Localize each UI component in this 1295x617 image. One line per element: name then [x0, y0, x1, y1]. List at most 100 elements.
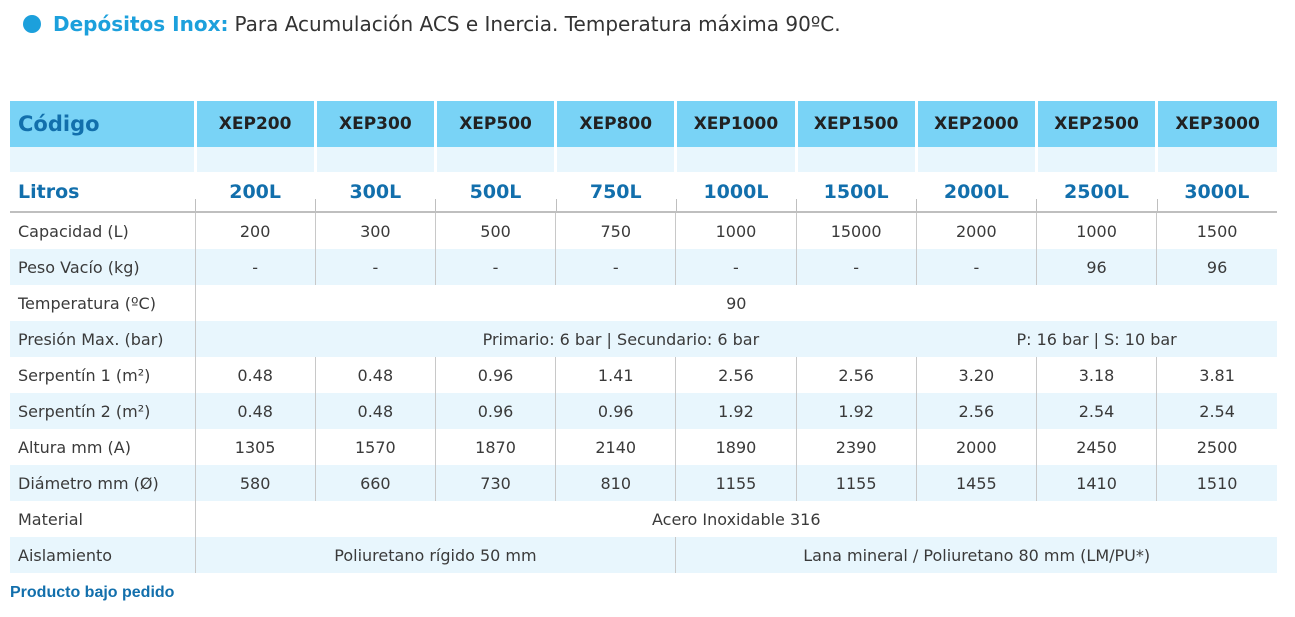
spacer-cell: [555, 147, 678, 172]
serpentin2-row: Serpentín 2 (m²) 0.48 0.48 0.96 0.96 1.9…: [10, 393, 1277, 429]
spacer-cell: [916, 147, 1038, 172]
value-cell: 200: [194, 212, 316, 249]
value-cell: 1410: [1035, 465, 1157, 501]
value-cell: 1000: [1035, 212, 1157, 249]
value-cell: 2390: [795, 429, 917, 465]
value-cell: 3.18: [1035, 357, 1157, 393]
spacer-cell: [435, 147, 558, 172]
spacer-cell: [195, 147, 317, 172]
row-label: Temperatura (ºC): [18, 293, 156, 313]
value-cell: -: [675, 249, 797, 285]
merged-value-cell: Lana mineral / Poliuretano 80 mm (LM/PU*…: [675, 537, 1277, 573]
spacer-cell: [675, 147, 798, 172]
litros-row: Litros 200L 300L 500L 750L 1000L 1500L 2…: [10, 172, 1277, 213]
value-cell: 3.81: [1156, 357, 1277, 393]
specs-table: Código XEP200 XEP300 XEP500 XEP800 XEP10…: [10, 101, 1277, 573]
value-cell: 1510: [1156, 465, 1277, 501]
spacer-cell: [10, 147, 197, 172]
row-label: Capacidad (L): [18, 221, 129, 241]
header-title-strong: Depósitos Inox:: [53, 12, 229, 36]
spacer-cell: [315, 147, 437, 172]
code-cell: XEP500: [435, 101, 558, 147]
value-cell: 0.48: [314, 393, 436, 429]
code-cell: XEP800: [555, 101, 678, 147]
litros-label: Litros: [10, 172, 196, 213]
spacer-cell: [1036, 147, 1159, 172]
litros-cell: 2500L: [1036, 172, 1157, 213]
value-cell: 1890: [675, 429, 797, 465]
value-cell: 810: [555, 465, 676, 501]
code-row: Código XEP200 XEP300 XEP500 XEP800 XEP10…: [10, 101, 1277, 147]
row-label: Material: [18, 509, 83, 529]
row-label: Serpentín 2 (m²): [10, 393, 196, 429]
value-cell: 750: [555, 212, 676, 249]
litros-cell: 1000L: [675, 172, 797, 213]
value-cell: 1000: [675, 212, 797, 249]
value-cell: 580: [194, 465, 316, 501]
value-cell: 1305: [194, 429, 316, 465]
spacer-row: [10, 147, 1277, 172]
aislamiento-row: Aislamiento Poliuretano rígido 50 mm Lan…: [10, 537, 1277, 573]
litros-cell: 3000L: [1156, 172, 1277, 213]
value-cell: -: [915, 249, 1037, 285]
footnote: Producto bajo pedido: [10, 584, 175, 601]
capacidad-row: Capacidad (L) 200 300 500 750 1000 15000…: [10, 212, 1277, 249]
litros-cell: 200L: [195, 172, 316, 213]
value-cell: 2500: [1156, 429, 1277, 465]
row-label: Altura mm (A): [18, 437, 131, 457]
value-cell: -: [314, 249, 436, 285]
value-cell: 2.56: [675, 357, 797, 393]
value-cell: 2450: [1035, 429, 1157, 465]
merged-value-cell: Primario: 6 bar | Secundario: 6 bar: [194, 321, 917, 357]
value-cell: 1.92: [675, 393, 797, 429]
merged-value-cell: Poliuretano rígido 50 mm: [194, 537, 676, 573]
row-label: Serpentín 1 (m²): [18, 365, 151, 385]
bullet-dot-icon: [23, 15, 41, 33]
value-cell: 2.56: [915, 393, 1037, 429]
merged-value-cell: 90: [194, 285, 1277, 321]
row-label: Peso Vacío (kg): [10, 249, 196, 285]
page-header: Depósitos Inox: Para Acumulación ACS e I…: [23, 8, 841, 40]
value-cell: 0.96: [434, 357, 556, 393]
spacer-cell: [796, 147, 918, 172]
value-cell: 2.56: [795, 357, 917, 393]
value-cell: 2.54: [1156, 393, 1277, 429]
code-cell: XEP2000: [916, 101, 1038, 147]
value-cell: 1.92: [795, 393, 917, 429]
diametro-row: Diámetro mm (Ø) 580 660 730 810 1155 115…: [10, 465, 1277, 501]
code-label: Código: [10, 101, 197, 147]
value-cell: 0.96: [555, 393, 676, 429]
value-cell: 1155: [675, 465, 797, 501]
value-cell: 2000: [915, 429, 1037, 465]
value-cell: 1870: [434, 429, 556, 465]
material-row: Material Acero Inoxidable 316: [10, 501, 1277, 537]
value-cell: 1500: [1156, 212, 1277, 249]
peso-row: Peso Vacío (kg) - - - - - - - 96 96: [10, 249, 1277, 285]
value-cell: 0.48: [314, 357, 436, 393]
value-cell: 1455: [915, 465, 1037, 501]
value-cell: -: [194, 249, 316, 285]
value-cell: 3.20: [915, 357, 1037, 393]
row-label: Aislamiento: [10, 537, 196, 573]
litros-cell: 500L: [435, 172, 556, 213]
litros-cell: 300L: [315, 172, 436, 213]
value-cell: 730: [434, 465, 556, 501]
value-cell: 15000: [795, 212, 917, 249]
value-cell: 500: [434, 212, 556, 249]
value-cell: 0.48: [194, 357, 316, 393]
value-cell: 0.48: [194, 393, 316, 429]
value-cell: 96: [1035, 249, 1157, 285]
code-cell: XEP200: [195, 101, 317, 147]
merged-value-cell: Acero Inoxidable 316: [194, 501, 1277, 537]
value-cell: 1155: [795, 465, 917, 501]
header-title-rest: Para Acumulación ACS e Inercia. Temperat…: [234, 12, 841, 36]
value-cell: 0.96: [434, 393, 556, 429]
value-cell: 96: [1156, 249, 1277, 285]
value-cell: -: [555, 249, 676, 285]
altura-row: Altura mm (A) 1305 1570 1870 2140 1890 2…: [10, 429, 1277, 465]
merged-value-cell: P: 16 bar | S: 10 bar: [916, 321, 1277, 357]
temperatura-row: Temperatura (ºC) 90: [10, 285, 1277, 321]
value-cell: 2140: [555, 429, 676, 465]
litros-cell: 1500L: [796, 172, 917, 213]
code-cell: XEP1000: [675, 101, 798, 147]
